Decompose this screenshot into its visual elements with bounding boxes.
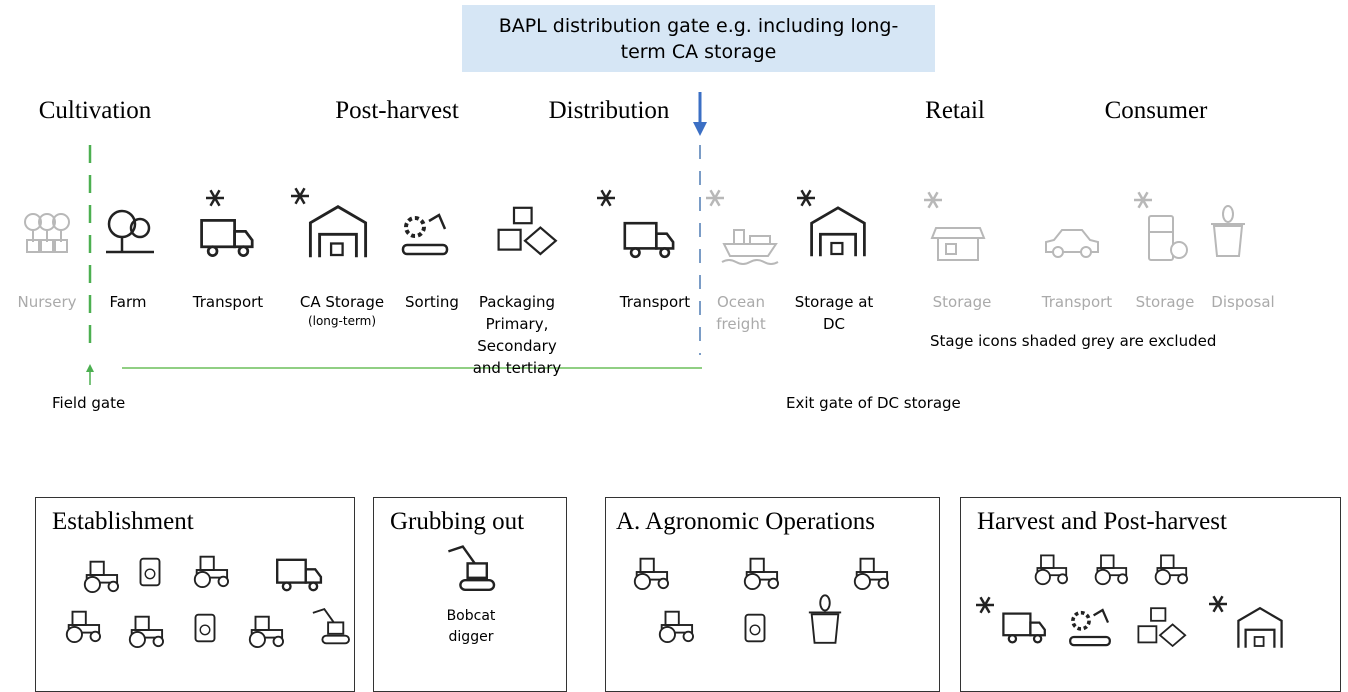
tractor-icon	[658, 610, 695, 644]
stage-sublabel: (long-term)	[307, 314, 377, 328]
stage-label-text: CA Storage	[299, 293, 385, 311]
tractor-icon	[193, 555, 230, 589]
digger-icon	[312, 607, 350, 645]
cold-chain-icon	[924, 191, 942, 209]
digger-icon	[448, 545, 496, 592]
cold-chain-icon	[706, 189, 724, 207]
exit-gate-label: Exit gate of DC storage	[786, 394, 961, 412]
legend-note: Stage icons shaded grey are excluded	[930, 332, 1217, 350]
truck-icon	[1002, 612, 1046, 644]
box-title: Establishment	[52, 508, 194, 535]
tractor-icon	[65, 610, 102, 644]
stage-label: Ocean freight	[716, 293, 766, 333]
tractor-icon	[633, 557, 670, 591]
stage-label: Transport	[1041, 293, 1113, 311]
box: Establishment	[35, 497, 355, 692]
distribution-gate-box: BAPL distribution gate e.g. including lo…	[462, 5, 935, 72]
cold-chain-icon	[206, 189, 224, 207]
stage-label: Transport	[192, 293, 264, 311]
sack-icon	[744, 613, 766, 643]
shop-icon	[930, 227, 986, 261]
pack-icon	[1137, 607, 1187, 648]
truck-icon	[200, 219, 254, 257]
house-icon	[810, 206, 866, 257]
phase-label: Consumer	[1104, 97, 1208, 124]
field-gate-label: Field gate	[52, 394, 126, 412]
fridge-icon	[1148, 215, 1188, 261]
gear-icon	[401, 213, 449, 256]
gate-arrow-head	[693, 122, 707, 136]
box-title: Harvest and Post-harvest	[977, 508, 1227, 535]
tractor-icon	[853, 557, 890, 591]
gear-icon	[1069, 608, 1111, 647]
ship-icon	[721, 229, 779, 265]
tree-icon	[24, 213, 70, 253]
box: Grubbing out Bobcat digger	[373, 497, 567, 692]
stage-label: Storage	[1135, 293, 1195, 311]
phase-label: Post-harvest	[335, 97, 459, 124]
tractor-icon	[1034, 554, 1069, 586]
stage-label: Nursery	[17, 293, 77, 311]
cold-chain-icon	[797, 189, 815, 207]
bin-icon	[1211, 205, 1245, 257]
house-icon	[1237, 606, 1283, 648]
phase-label: Retail	[925, 97, 985, 124]
box-item: Bobcat digger	[446, 608, 496, 645]
car-icon	[1045, 229, 1099, 258]
box: A. Agronomic Operations	[605, 497, 940, 692]
phase-label: Distribution	[548, 97, 670, 124]
truck-icon	[276, 558, 323, 592]
tractor-icon	[1094, 554, 1129, 586]
box: Harvest and Post-harvest	[960, 497, 1341, 692]
box-title: Grubbing out	[390, 508, 525, 535]
truck-icon	[623, 221, 675, 259]
phase-label: Cultivation	[38, 97, 152, 124]
cold-chain-icon	[1134, 191, 1152, 209]
pack-icon	[497, 206, 558, 256]
stage-label: Transport	[619, 293, 691, 311]
tractor-icon	[1154, 554, 1189, 586]
house-icon	[308, 205, 368, 258]
tractor-icon	[248, 615, 285, 649]
stage-label: Disposal	[1211, 293, 1275, 311]
bin-icon	[808, 594, 842, 644]
stage-label: Farm	[109, 293, 147, 311]
cold-chain-icon	[1209, 595, 1227, 613]
tractor-icon	[743, 557, 780, 591]
sack-icon	[194, 613, 216, 643]
stage-label: Sorting	[405, 293, 459, 311]
stage-label: Packaging Primary, Secondary and tertiar…	[472, 293, 562, 377]
field-gate-arrow-head	[86, 364, 94, 372]
stage-label: Storage	[932, 293, 992, 311]
cold-chain-icon	[291, 187, 309, 205]
stage-label: Storage at DC	[794, 293, 874, 333]
sack-icon	[139, 557, 161, 587]
cold-chain-icon	[597, 189, 615, 207]
tractor-icon	[83, 560, 120, 594]
stage-label: CA Storage (long-term)	[287, 291, 397, 329]
box-title: A. Agronomic Operations	[616, 508, 875, 535]
tractor-icon	[128, 615, 165, 649]
orchard-icon	[106, 209, 154, 254]
cold-chain-icon	[976, 596, 994, 614]
